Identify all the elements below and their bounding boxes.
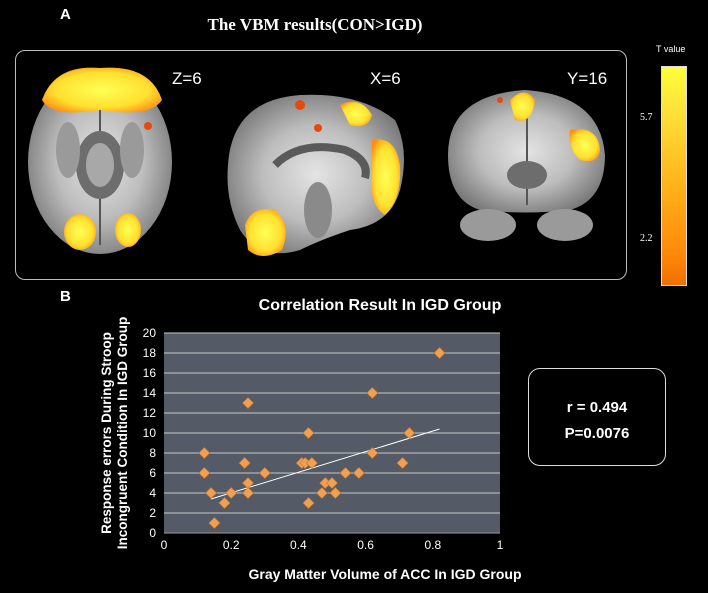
p-value: P=0.0076 bbox=[564, 425, 630, 442]
slice-label-y: Y=16 bbox=[567, 69, 608, 88]
y-tick-label: 18 bbox=[143, 346, 157, 360]
data-point bbox=[329, 487, 342, 499]
x-tick-label: 0.6 bbox=[357, 538, 374, 552]
data-point bbox=[242, 487, 254, 499]
activation-frontal bbox=[42, 67, 162, 113]
data-point bbox=[433, 347, 446, 359]
coronal-slice bbox=[448, 90, 605, 241]
brain-images-frame bbox=[15, 50, 627, 280]
y-tick-label: 12 bbox=[143, 406, 157, 420]
colorbar-max-label: 5.7 bbox=[640, 112, 653, 123]
correlation-stats-box: r = 0.494 P=0.0076 bbox=[528, 368, 666, 466]
activation-frontal-sagittal bbox=[371, 139, 401, 215]
data-point bbox=[339, 467, 352, 479]
slice-label-z: Z=6 bbox=[172, 69, 202, 88]
data-point bbox=[258, 467, 271, 479]
data-point bbox=[302, 427, 315, 439]
data-point bbox=[198, 467, 211, 479]
x-tick-label: 0.2 bbox=[223, 538, 240, 552]
data-point bbox=[242, 397, 254, 409]
x-axis-label: Gray Matter Volume of ACC In IGD Group bbox=[248, 566, 522, 582]
y-tick-label: 14 bbox=[143, 386, 157, 400]
r-value: r = 0.494 bbox=[566, 399, 628, 416]
data-point bbox=[218, 497, 231, 509]
activation-occipital-sagittal bbox=[245, 209, 286, 256]
data-point bbox=[366, 387, 379, 399]
x-tick-label: 1 bbox=[497, 538, 504, 552]
x-tick-label: 0 bbox=[161, 538, 168, 552]
colorbar-title: T value bbox=[656, 44, 686, 54]
data-point bbox=[315, 487, 328, 499]
y-tick-label: 8 bbox=[149, 446, 156, 460]
x-tick-label: 0.4 bbox=[290, 538, 307, 552]
data-point bbox=[305, 457, 318, 469]
y-tick-label: 16 bbox=[143, 366, 157, 380]
data-point bbox=[403, 427, 416, 439]
y-tick-label: 2 bbox=[149, 506, 156, 520]
vbm-title: The VBM results(CON>IGD) bbox=[207, 15, 423, 34]
data-point bbox=[326, 477, 338, 489]
panel-a-letter: A bbox=[60, 6, 71, 23]
panel-b-letter: B bbox=[60, 288, 71, 305]
data-point bbox=[302, 497, 315, 509]
axial-slice bbox=[28, 67, 172, 254]
data-point bbox=[225, 487, 238, 499]
data-point bbox=[238, 457, 251, 469]
colorbar-min-label: 2.2 bbox=[640, 233, 653, 244]
activation-occipital-right bbox=[115, 213, 141, 247]
y-tick-label: 6 bbox=[149, 466, 156, 480]
data-point bbox=[396, 457, 409, 469]
activation-occipital-left bbox=[64, 214, 96, 250]
activation-coronal-lateral bbox=[569, 129, 600, 162]
data-point bbox=[352, 467, 365, 479]
y-tick-label: 10 bbox=[143, 426, 157, 440]
sagittal-slice bbox=[227, 94, 404, 256]
y-tick-label: 4 bbox=[149, 486, 156, 500]
y-tick-label: 0 bbox=[149, 526, 156, 540]
data-point bbox=[198, 447, 211, 459]
x-tick-label: 0.8 bbox=[424, 538, 441, 552]
slice-label-x: X=6 bbox=[370, 69, 401, 88]
chart-title: Correlation Result In IGD Group bbox=[258, 297, 502, 314]
activation-coronal-medial bbox=[510, 92, 535, 121]
data-point bbox=[205, 487, 217, 499]
t-value-colorbar bbox=[661, 66, 687, 286]
data-point bbox=[208, 517, 221, 529]
data-point bbox=[366, 447, 379, 459]
y-tick-label: 20 bbox=[143, 326, 157, 340]
